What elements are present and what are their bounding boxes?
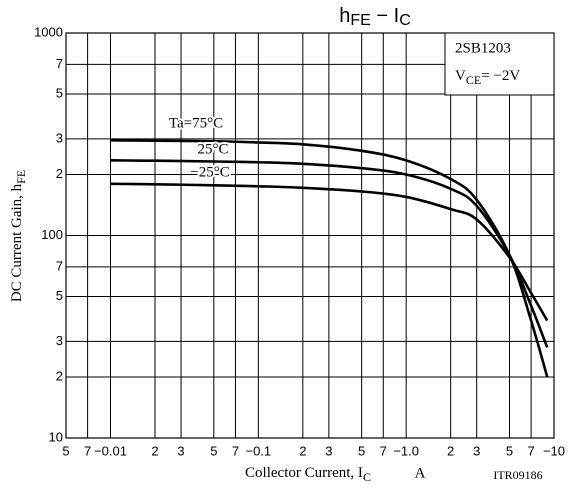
y-tick-label: 2 <box>56 166 63 181</box>
subscript: FE <box>14 170 28 184</box>
plot-frame <box>65 32 555 439</box>
x-tick-label: 2 <box>299 443 306 458</box>
curve <box>110 182 549 322</box>
x-tick-label: 7 <box>527 443 534 458</box>
chart-title: hFE − IC <box>339 5 411 29</box>
y-tick-label: 5 <box>56 288 63 303</box>
text-part: = −2V <box>481 68 520 84</box>
y-tick-label: 1000 <box>34 24 63 39</box>
x-tick-label: 7 <box>232 443 239 458</box>
text-part: DC Current Gain, h <box>9 183 25 302</box>
x-tick-label: −0.01 <box>94 443 127 458</box>
subscript: FE <box>350 12 370 29</box>
y-tick-label: 7 <box>56 56 63 71</box>
subscript: CE <box>466 73 481 87</box>
condition: VCE= −2V <box>455 68 520 86</box>
y-tick-label: 3 <box>56 333 63 348</box>
subscript: C <box>363 470 371 484</box>
x-tick-label: 5 <box>62 443 69 458</box>
condition-box <box>444 32 555 96</box>
x-tick-label: 5 <box>358 443 365 458</box>
x-tick-label: 2 <box>447 443 454 458</box>
y-axis-label: DC Current Gain, hFE <box>9 170 27 302</box>
x-tick-label: 5 <box>210 443 217 458</box>
y-tick-label: 5 <box>56 85 63 100</box>
x-tick-label: 3 <box>473 443 480 458</box>
x-tick-label: 7 <box>84 443 91 458</box>
device-name: 2SB1203 <box>455 40 511 56</box>
y-tick-label: 2 <box>56 368 63 383</box>
x-axis-unit: A <box>415 465 426 481</box>
text-part: h <box>339 5 350 27</box>
y-tick-label: 100 <box>41 227 63 242</box>
x-tick-label: 2 <box>151 443 158 458</box>
text-part: Collector Current, I <box>245 465 363 481</box>
curve-label: Ta=75°C <box>169 115 223 131</box>
x-tick-label: −10 <box>543 443 565 458</box>
text-part: V <box>455 68 466 84</box>
y-tick-label: 10 <box>49 429 63 444</box>
x-axis-label: Collector Current, IC <box>245 465 371 483</box>
x-tick-label: −0.1 <box>245 443 271 458</box>
y-tick-label: 3 <box>56 130 63 145</box>
x-tick-label: −1.0 <box>393 443 419 458</box>
text-part: − I <box>371 5 399 27</box>
subscript: C <box>399 12 411 29</box>
x-tick-label: 5 <box>506 443 513 458</box>
y-tick-label: 7 <box>56 258 63 273</box>
curve-label: −25°C <box>190 164 229 180</box>
x-tick-label: 3 <box>325 443 332 458</box>
figure-code: ITR09186 <box>493 468 542 482</box>
x-tick-label: 7 <box>380 443 387 458</box>
curve-label: 25°C <box>197 141 228 157</box>
x-tick-label: 3 <box>177 443 184 458</box>
